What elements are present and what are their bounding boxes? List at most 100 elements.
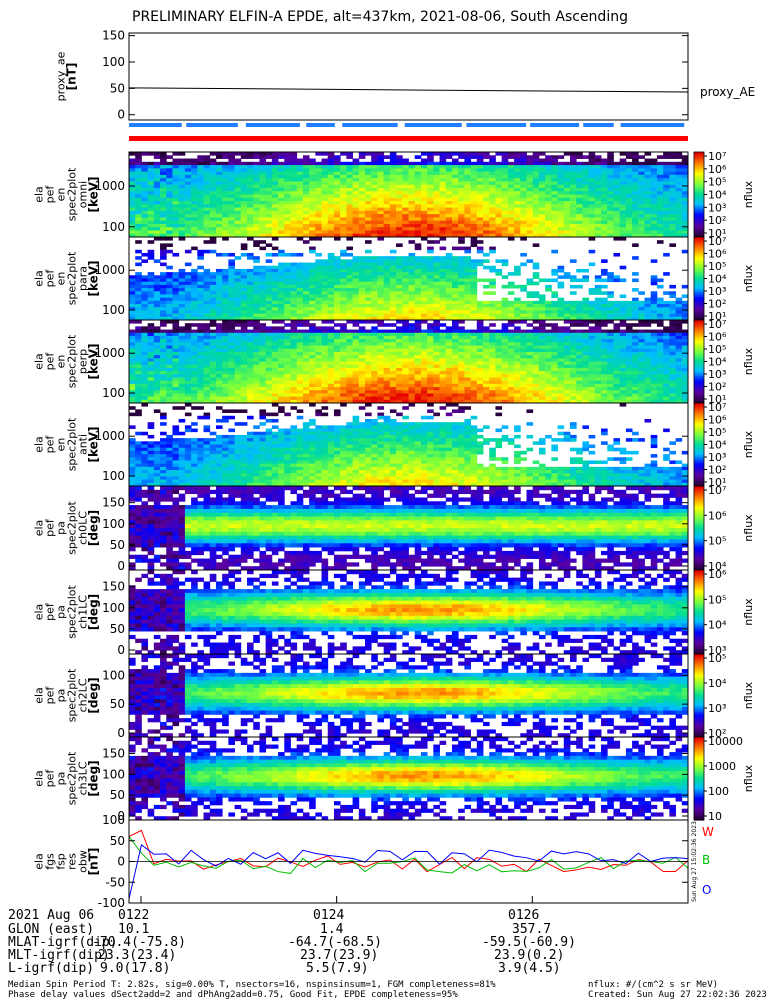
spectrogram-cell	[464, 174, 472, 179]
spectrogram-cell	[153, 210, 161, 215]
spectrogram-cell	[222, 210, 229, 215]
colorbar-swatch	[694, 152, 704, 155]
spectrogram-cell	[302, 207, 310, 212]
spectrogram-cell	[458, 304, 465, 308]
spectrogram-cell	[321, 207, 329, 212]
spectrogram-cell	[160, 284, 167, 289]
spectrogram-cell	[265, 383, 273, 388]
spectrogram-cell	[178, 275, 186, 279]
spectrogram-cell	[445, 197, 453, 202]
spectrogram-cell	[333, 220, 341, 225]
spectrogram-cell	[576, 204, 583, 208]
spectrogram-cell	[439, 262, 447, 267]
spectrogram-cell	[290, 220, 298, 225]
spectrogram-cell	[532, 281, 540, 286]
spectrogram-cell	[215, 288, 223, 292]
spectrogram-cell	[352, 184, 360, 189]
spectrogram-cell	[327, 152, 335, 156]
spectrogram-cell	[352, 207, 360, 212]
spectrogram-cell	[396, 342, 403, 346]
spectrogram-cell	[619, 223, 627, 228]
y-axis-label-line: ela	[33, 186, 46, 203]
spectrogram-cell	[197, 256, 204, 260]
spectrogram-cell	[526, 155, 534, 159]
spectrogram-cell	[408, 184, 416, 189]
spectrogram-cell	[271, 332, 279, 337]
spectrogram-cell	[625, 171, 633, 176]
spectrogram-cell	[160, 256, 167, 260]
spectrogram-cell	[290, 361, 298, 366]
spectrogram-cell	[290, 252, 298, 257]
spectrogram-cell	[135, 387, 142, 391]
spectrogram-cell	[576, 217, 583, 222]
spectrogram-cell	[129, 339, 136, 343]
spectrogram-cell	[197, 396, 204, 401]
spectrogram-cell	[147, 152, 155, 156]
spectrogram-cell	[160, 358, 167, 362]
spectrogram-cell	[309, 284, 316, 289]
spectrogram-cell	[545, 171, 552, 176]
spectrogram-cell	[389, 307, 397, 311]
spectrogram-cell	[445, 204, 453, 208]
spectrogram-cell	[532, 291, 540, 295]
spectrogram-cell	[147, 230, 155, 235]
spectrogram-cell	[315, 345, 322, 350]
spectrogram-cell	[296, 181, 304, 186]
spectrogram-cell	[451, 297, 459, 302]
spectrogram-cell	[203, 278, 211, 283]
spectrogram-cell	[563, 161, 571, 166]
colorbar-swatch	[694, 171, 704, 174]
spectrogram-cell	[557, 265, 565, 270]
spectrogram-cell	[632, 197, 639, 202]
spectrogram-cell	[327, 187, 335, 192]
energy-spectrogram	[129, 320, 689, 404]
spectrogram-cell	[520, 191, 527, 195]
spectrogram-cell	[557, 316, 565, 321]
spectrogram-cell	[476, 313, 484, 318]
spectrogram-cell	[352, 214, 360, 218]
spectrogram-cell	[178, 377, 186, 382]
spectrogram-cell	[240, 294, 248, 299]
spectrogram-cell	[191, 191, 198, 195]
colorbar-swatch	[694, 156, 704, 159]
spectrogram-cell	[588, 204, 596, 208]
spectrogram-cell	[209, 197, 217, 202]
spectrogram-cell	[191, 355, 198, 359]
spectrogram-cell	[284, 367, 291, 372]
spectrogram-cell	[340, 194, 347, 199]
spectrogram-cell	[538, 220, 546, 225]
spectrogram-cell	[396, 155, 403, 159]
spectrogram-cell	[271, 201, 279, 205]
spectrogram-cell	[470, 174, 478, 179]
spectrogram-cell	[191, 396, 198, 401]
spectrogram-cell	[371, 307, 378, 311]
spectrogram-cell	[365, 284, 372, 289]
spectrogram-cell	[594, 220, 602, 225]
colorbar-swatch	[694, 313, 704, 317]
spectrogram-cell	[563, 204, 571, 208]
spectrogram-cell	[489, 197, 496, 202]
spectrogram-cell	[296, 171, 304, 176]
spectrogram-cell	[259, 316, 267, 321]
spectrogram-cell	[601, 300, 608, 305]
spectrogram-cell	[228, 168, 235, 173]
spectrogram-cell	[234, 201, 242, 205]
spectrogram-cell	[271, 197, 279, 202]
spectrogram-cell	[582, 197, 590, 202]
spectrogram-cell	[551, 304, 558, 308]
spectrogram-cell	[408, 304, 416, 308]
spectrogram-cell	[371, 272, 378, 276]
spectrogram-cell	[408, 194, 416, 199]
spectrogram-cell	[203, 240, 211, 244]
spectrogram-cell	[278, 383, 285, 388]
spectrogram-cell	[234, 316, 242, 321]
spectrogram-cell	[377, 220, 385, 225]
spectrogram-cell	[625, 165, 633, 169]
spectrogram-cell	[135, 214, 142, 218]
spectrogram-cell	[414, 233, 422, 238]
spectrogram-cell	[358, 281, 366, 286]
spectrogram-cell	[228, 214, 235, 218]
spectrogram-cell	[389, 358, 397, 362]
spectrogram-cell	[340, 361, 347, 366]
